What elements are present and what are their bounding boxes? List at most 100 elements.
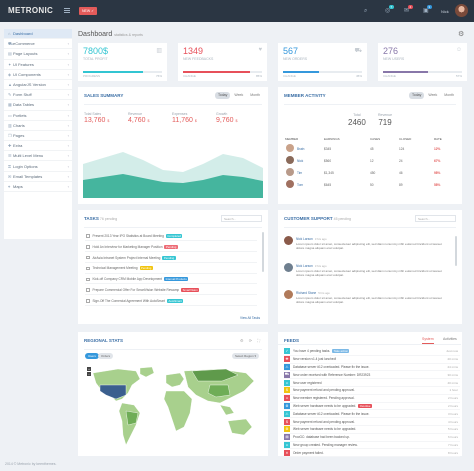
sidebar-item-data-tables[interactable]: ▦ Data Tables ‹ — [4, 100, 72, 111]
task-checkbox[interactable] — [86, 288, 90, 292]
orders-toggle-button[interactable]: Orders — [98, 353, 114, 359]
sidebar-item-maps[interactable]: ⌖ Maps ‹ — [4, 182, 72, 192]
tab-activities[interactable]: Activities — [443, 337, 457, 341]
tab-month[interactable]: Month — [250, 93, 260, 97]
feed-item[interactable]: $ New payment refund and pending approval… — [284, 418, 460, 426]
feed-item[interactable]: ⚠ Database server #12 overloaded. Please … — [284, 363, 460, 372]
task-checkbox[interactable] — [86, 234, 90, 238]
sidebar-item-form-stuff[interactable]: ✎ Form Stuff ‹ — [4, 90, 72, 101]
search-icon[interactable]: ⌕ — [364, 8, 368, 14]
map-usa-highlight — [99, 384, 127, 400]
member-name[interactable]: Nick — [297, 159, 304, 163]
avatar — [284, 290, 293, 299]
tab-today[interactable]: Today — [215, 92, 231, 99]
tab-week[interactable]: Week — [234, 93, 244, 97]
sidebar-item-email-templates[interactable]: ✉ Email Templates ‹ — [4, 172, 72, 182]
feed-item[interactable]: ✚ New version v1.4 just lunched! 20 mins — [284, 356, 460, 364]
sidebar-item-ui-components[interactable]: ◈ UI Components ‹ — [4, 70, 72, 80]
table-row[interactable]: Tom $645 50 89 58% — [284, 179, 459, 190]
menu-toggle-icon[interactable] — [64, 8, 70, 13]
feed-icon: ☺ — [284, 395, 290, 402]
task-checkbox[interactable] — [86, 299, 90, 303]
task-checkbox[interactable] — [86, 245, 90, 249]
feed-item[interactable]: ✓ You have 4 pending tasks. Take action Jus… — [284, 348, 460, 356]
user-name[interactable]: Nick — [441, 9, 449, 14]
feed-item[interactable]: ☺ New user registered 40 mins — [284, 379, 460, 387]
task-item[interactable]: Hold An Interview for Marketing Manager … — [85, 243, 257, 252]
region-select[interactable]: Select Region ▾ — [232, 353, 260, 359]
logo[interactable]: METRONIC — [8, 6, 54, 15]
task-checkbox[interactable] — [86, 266, 90, 271]
support-search-input[interactable]: Search... — [415, 215, 456, 222]
task-text: Sign-Off The Comercial Agreement With Au… — [92, 298, 166, 303]
support-message[interactable]: Nick Larson 3 hrs ago Lorem ipsum dolor si… — [284, 263, 450, 287]
task-item[interactable]: AirAsia Intranet System Project Internal… — [85, 254, 257, 263]
zoom-in-icon[interactable]: + — [87, 367, 91, 371]
table-row[interactable]: Nick $560 12 24 67% — [284, 155, 459, 166]
task-item[interactable]: Prepare Commercial Offer For SmartVision… — [85, 286, 257, 296]
sidebar-item-ui-features[interactable]: ✦ UI Features ‹ — [4, 60, 72, 70]
panel-tools-icon[interactable]: ⚙ ⟳ ⛶ — [240, 338, 262, 343]
sidebar-item-login-options[interactable]: ⚿ Login Options ‹ — [4, 161, 72, 172]
feed-item[interactable]: ✕ Order payment failed. 8 hours — [284, 449, 460, 458]
member-name[interactable]: Tom — [297, 183, 304, 187]
notification-icon[interactable]: ◎ — [385, 8, 391, 14]
sidebar-item-portlets[interactable]: ▭ Portlets ‹ — [4, 111, 72, 121]
view-all-tasks-link[interactable]: View All Tasks — [240, 316, 261, 320]
feed-item[interactable]: $ New payment refund and pending approval… — [284, 387, 460, 395]
sidebar-item-extra[interactable]: ✚ Extra ‹ — [4, 141, 72, 152]
feed-item[interactable]: ▤ ProcGC: database had been backed up. 6 h… — [284, 434, 460, 442]
tab-month[interactable]: Month — [444, 93, 454, 97]
sidebar-item-dashboard[interactable]: ⌂ Dashboard — [4, 29, 72, 40]
table-row[interactable]: Brain $345 45 124 12% — [284, 143, 459, 154]
task-item[interactable]: Technical Management Meeting Pending — [85, 264, 257, 274]
users-toggle-button[interactable]: Users — [85, 353, 99, 359]
task-item[interactable]: Present 2013 Year IPO Statistics at Boar… — [85, 232, 257, 242]
feed-badge[interactable]: Overdue — [358, 403, 372, 408]
tasks-scrollbar[interactable] — [262, 232, 264, 272]
sales-summary-title: SALES SUMMARY — [84, 93, 124, 98]
message-author[interactable]: Nick Larson 3 hrs ago — [296, 237, 327, 241]
basket-icon: ⛟ — [354, 48, 362, 54]
sidebar-item-ecommerce[interactable]: ⛟ eCommerce ‹ — [4, 39, 72, 50]
feed-item[interactable]: ☺ New member registered. Pending approval… — [284, 395, 460, 403]
table-row[interactable]: Tim $1,345 450 46 98% — [284, 167, 459, 178]
inbox-icon[interactable]: ✉ — [404, 8, 410, 14]
support-scrollbar[interactable] — [455, 236, 457, 266]
support-message[interactable]: Richard Stone 5 hrs ago Lorem ipsum dolor … — [284, 290, 450, 314]
member-name[interactable]: Brain — [297, 147, 305, 151]
message-time: 5 hrs ago — [318, 291, 330, 295]
tab-week[interactable]: Week — [428, 93, 438, 97]
feed-item[interactable]: ⚙ Web server hardware needs to be upgrade… — [284, 402, 460, 411]
sidebar-item-charts[interactable]: ▥ Charts ‹ — [4, 121, 72, 131]
sidebar-item-pages[interactable]: ❐ Pages ‹ — [4, 131, 72, 142]
sidebar-item-angularjs-version[interactable]: ▲ AngularJS Version ‹ — [4, 80, 72, 91]
feed-badge[interactable]: Take action — [332, 349, 350, 354]
task-item[interactable]: Kick-off Company CRM Mobile App Developm… — [85, 275, 257, 285]
sidebar-item-page-layouts[interactable]: ▤ Page Layouts ‹ — [4, 49, 72, 60]
feed-item[interactable]: ⛟ New order received with Reference Numbe… — [284, 371, 460, 380]
sidebar-item-multi-level-menu[interactable]: ☰ Multi Level Menu ‹ — [4, 151, 72, 162]
member-name[interactable]: Tim — [297, 171, 303, 175]
message-author[interactable]: Richard Stone 5 hrs ago — [296, 291, 330, 295]
gear-icon[interactable]: ⚙ — [458, 31, 465, 38]
inbox-badge: 4 — [408, 5, 413, 9]
task-item[interactable]: Sign-Off The Comercial Agreement With Au… — [85, 297, 257, 306]
support-message[interactable]: Nick Larson 3 hrs ago Lorem ipsum dolor si… — [284, 236, 450, 260]
feed-item[interactable]: ☺ New group created. Pending manager revi… — [284, 441, 460, 450]
tab-today[interactable]: Today — [409, 92, 425, 99]
stat-value: 7800$ — [83, 46, 109, 56]
tab-system[interactable]: System — [422, 337, 434, 344]
message-author[interactable]: Nick Larson 3 hrs ago — [296, 264, 327, 268]
task-checkbox[interactable] — [86, 255, 90, 260]
tasks-search-input[interactable]: Search... — [221, 215, 262, 222]
zoom-out-icon[interactable]: − — [87, 372, 91, 376]
new-button[interactable]: NEW ✓ — [79, 7, 98, 15]
calendar-icon[interactable]: ▣ — [423, 8, 429, 14]
feed-item[interactable]: ⚠ Database server #12 overloaded. Please … — [284, 410, 460, 419]
avatar[interactable] — [455, 4, 468, 17]
sidebar-item-label: Maps — [13, 183, 23, 189]
task-checkbox[interactable] — [86, 277, 90, 282]
feed-item[interactable]: ⚙ Web server hardware needs to be upgrade… — [284, 426, 460, 434]
world-map[interactable] — [88, 365, 263, 450]
